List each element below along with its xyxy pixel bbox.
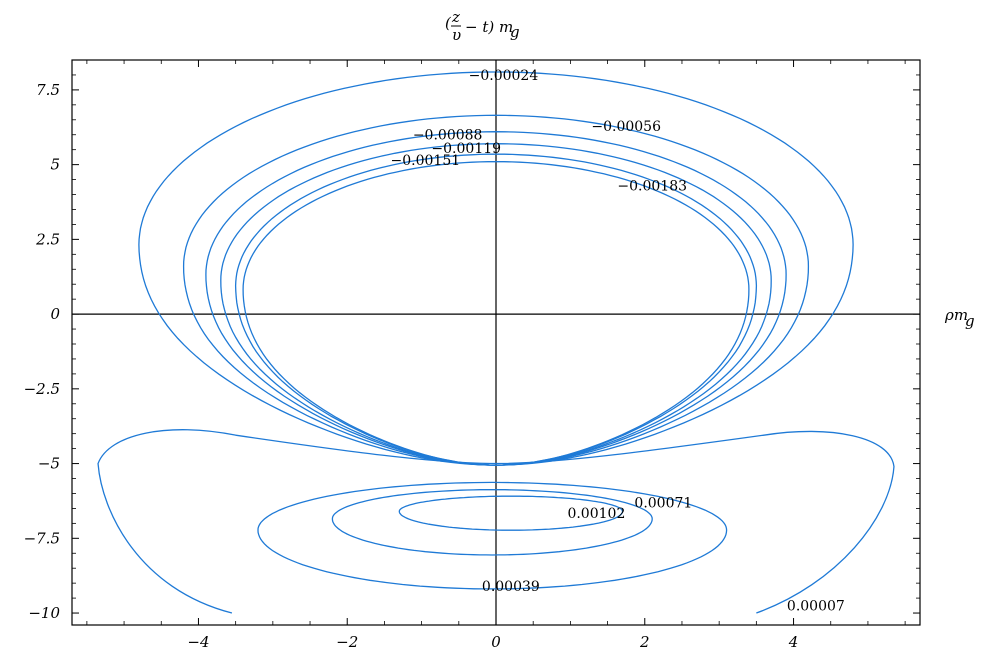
contour-value-label: 0.00102 bbox=[567, 506, 625, 522]
svg-text:υ: υ bbox=[452, 26, 461, 44]
contour-value-label: −0.00183 bbox=[617, 179, 687, 195]
y-tick-label: −10 bbox=[28, 604, 60, 622]
contour-value-label: −0.00119 bbox=[431, 141, 501, 157]
contour-line-positive bbox=[398, 495, 624, 531]
contour-value-label: −0.00088 bbox=[413, 128, 483, 144]
svg-text:(: ( bbox=[445, 14, 452, 32]
x-tick-label: 4 bbox=[788, 633, 799, 651]
contour-value-label: 0.00007 bbox=[787, 599, 845, 615]
contour-labels: −0.00024 −0.00056 −0.00088−0.00119−0.00151… bbox=[391, 68, 845, 615]
x-axis-title: ρm g bbox=[944, 306, 975, 330]
contour-value-label: 0.00071 bbox=[634, 495, 692, 511]
y-tick-label: −5 bbox=[38, 455, 60, 473]
y-tick-label: −7.5 bbox=[24, 529, 60, 547]
contour-value-label: −0.00151 bbox=[391, 153, 461, 169]
axis-ticks: −4 −2 0 2 4 7.5 5 2.5 0 −2.5 −5 −7.5 −10 bbox=[24, 59, 920, 651]
x-tick-label: 0 bbox=[491, 633, 501, 651]
x-tick-label: 2 bbox=[639, 633, 650, 651]
svg-text:− t) m: − t) m bbox=[465, 18, 513, 36]
y-tick-label: 7.5 bbox=[36, 81, 60, 99]
contour-value-label: −0.00024 bbox=[469, 68, 539, 84]
contour-line-positive bbox=[331, 489, 653, 556]
svg-text:g: g bbox=[965, 312, 975, 330]
contour-line-outer-positive bbox=[97, 429, 895, 614]
svg-text:ρm: ρm bbox=[944, 306, 968, 324]
x-tick-label: −2 bbox=[336, 633, 358, 651]
svg-text:g: g bbox=[510, 23, 520, 41]
svg-text:z: z bbox=[451, 8, 460, 26]
y-tick-label: 0 bbox=[50, 305, 60, 323]
contour-value-label: 0.00039 bbox=[482, 579, 540, 595]
y-tick-label: 2.5 bbox=[35, 230, 60, 248]
contour-lines bbox=[97, 71, 895, 614]
y-axis-title: ( z υ − t) m g bbox=[445, 8, 520, 44]
y-tick-label: 5 bbox=[50, 156, 60, 174]
contour-line-positive bbox=[257, 481, 728, 590]
contour-line-negative bbox=[242, 160, 750, 466]
x-tick-label: −4 bbox=[187, 633, 209, 651]
y-tick-label: −2.5 bbox=[24, 380, 60, 398]
contour-value-label: −0.00056 bbox=[591, 119, 661, 135]
